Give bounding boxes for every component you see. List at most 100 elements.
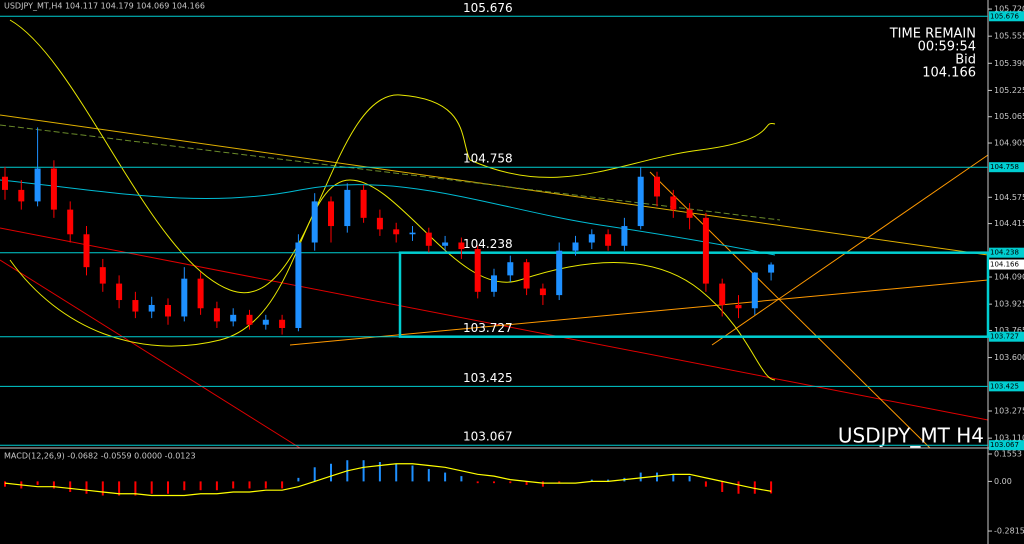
y-tick-label: 104.415 bbox=[994, 219, 1024, 228]
candle-body bbox=[165, 304, 171, 317]
y-tick-label: 105.065 bbox=[994, 112, 1024, 121]
trendline bbox=[711, 154, 989, 346]
y-tick-label: 103.110 bbox=[994, 434, 1024, 443]
bid-axis-label: 104.166 bbox=[990, 261, 1019, 269]
trend-objects bbox=[0, 19, 989, 449]
candle-body bbox=[99, 267, 106, 284]
candle-body bbox=[409, 232, 416, 235]
candle-body bbox=[735, 304, 742, 309]
signal-line bbox=[4, 463, 772, 497]
candle-body bbox=[344, 189, 351, 227]
bid-box bbox=[989, 259, 1024, 270]
candle-body bbox=[556, 250, 563, 296]
candle-body bbox=[670, 196, 677, 210]
candle-body bbox=[213, 308, 220, 322]
candle-body bbox=[442, 242, 449, 246]
candle-body bbox=[572, 242, 579, 251]
y-tick-label: 0.1553 bbox=[994, 450, 1022, 459]
axis-level-box bbox=[989, 331, 1024, 342]
trendline bbox=[0, 227, 989, 421]
y-tick-label: 105.390 bbox=[994, 59, 1024, 68]
candle-body bbox=[719, 283, 726, 305]
axis-level-label: 104.238 bbox=[990, 249, 1019, 257]
trendline bbox=[649, 171, 931, 449]
level-label: 103.425 bbox=[463, 371, 513, 385]
candle-body bbox=[702, 217, 709, 284]
y-tick-label: 103.765 bbox=[994, 326, 1024, 335]
axis-level-box bbox=[989, 162, 1024, 173]
y-tick-label: 103.600 bbox=[994, 353, 1024, 362]
band-line bbox=[9, 19, 776, 294]
y-tick-label: 105.720 bbox=[994, 5, 1024, 14]
trendline bbox=[0, 259, 301, 449]
candle-body bbox=[605, 234, 612, 246]
level-label: 104.758 bbox=[463, 152, 513, 166]
candle-body bbox=[116, 283, 123, 301]
y-tick-label: 0.00 bbox=[994, 477, 1012, 486]
candle-body bbox=[279, 319, 286, 328]
candle-body bbox=[686, 209, 693, 218]
y-tick-label: 104.090 bbox=[994, 273, 1024, 282]
y-tick-label: 105.225 bbox=[994, 86, 1024, 95]
axis-level-label: 104.758 bbox=[990, 163, 1019, 171]
range-box bbox=[398, 251, 990, 338]
y-tick-label: 105.555 bbox=[994, 32, 1024, 41]
candle-body bbox=[523, 262, 530, 289]
level-label: 103.727 bbox=[463, 321, 513, 335]
candle-body bbox=[458, 242, 465, 250]
candle-body bbox=[34, 168, 41, 202]
axis-level-label: 105.676 bbox=[990, 12, 1019, 20]
bid-label: Bid bbox=[955, 53, 976, 68]
candle-body bbox=[83, 234, 90, 268]
candle-body bbox=[132, 300, 139, 312]
level-label: 103.067 bbox=[463, 430, 513, 444]
trendline bbox=[0, 124, 781, 221]
y-tick-label: 104.905 bbox=[994, 139, 1024, 148]
candle-body bbox=[262, 319, 269, 325]
candle-body bbox=[328, 201, 334, 227]
y-tick-label: 104.575 bbox=[994, 193, 1024, 202]
candle-body bbox=[621, 226, 628, 246]
candle-body bbox=[654, 176, 660, 197]
axis-level-label: 103.425 bbox=[990, 382, 1019, 390]
candle-body bbox=[376, 217, 383, 230]
axis-level-box bbox=[989, 11, 1024, 22]
axis-level-box bbox=[989, 247, 1024, 258]
time-remain: 00:59:54 bbox=[918, 40, 976, 55]
time-remain-label: TIME REMAIN bbox=[889, 27, 976, 42]
candle-body bbox=[491, 275, 497, 292]
band-line bbox=[9, 179, 776, 381]
candle-body bbox=[67, 209, 74, 235]
chart-header: USDJPY_MT,H4 104.117 104.179 104.069 104… bbox=[4, 2, 205, 11]
macd-header: MACD(12,26,9) -0.0682 -0.0559 0.0000 -0.… bbox=[4, 452, 196, 461]
level-label: 104.238 bbox=[463, 237, 513, 251]
candle-body bbox=[588, 234, 595, 243]
y-tick-label: 103.925 bbox=[994, 300, 1024, 309]
candle-body bbox=[230, 314, 237, 322]
ma-line bbox=[0, 179, 776, 256]
candle-body bbox=[507, 262, 514, 276]
candle-body bbox=[311, 201, 318, 243]
axis-level-label: 103.067 bbox=[990, 441, 1019, 449]
candle-body bbox=[393, 229, 400, 235]
bid-value: 104.166 bbox=[922, 66, 976, 81]
y-tick-label: 103.275 bbox=[994, 407, 1024, 416]
candle-body bbox=[360, 189, 367, 218]
axis-level-label: 103.727 bbox=[990, 333, 1019, 341]
axis-level-box bbox=[989, 381, 1024, 392]
candle-body bbox=[246, 314, 253, 325]
candle-body bbox=[18, 189, 25, 202]
candle-body bbox=[539, 288, 546, 296]
axis-level-box bbox=[989, 440, 1024, 451]
level-label: 105.676 bbox=[463, 1, 513, 15]
candle-body bbox=[2, 176, 8, 190]
candle-body bbox=[768, 264, 775, 273]
y-tick-label: -0.2815 bbox=[994, 527, 1024, 536]
candle-body bbox=[425, 232, 432, 246]
candle-body bbox=[50, 168, 57, 210]
candle-body bbox=[295, 242, 302, 328]
candle-body bbox=[474, 249, 481, 292]
candle-body bbox=[197, 278, 204, 309]
candle-body bbox=[637, 176, 644, 227]
